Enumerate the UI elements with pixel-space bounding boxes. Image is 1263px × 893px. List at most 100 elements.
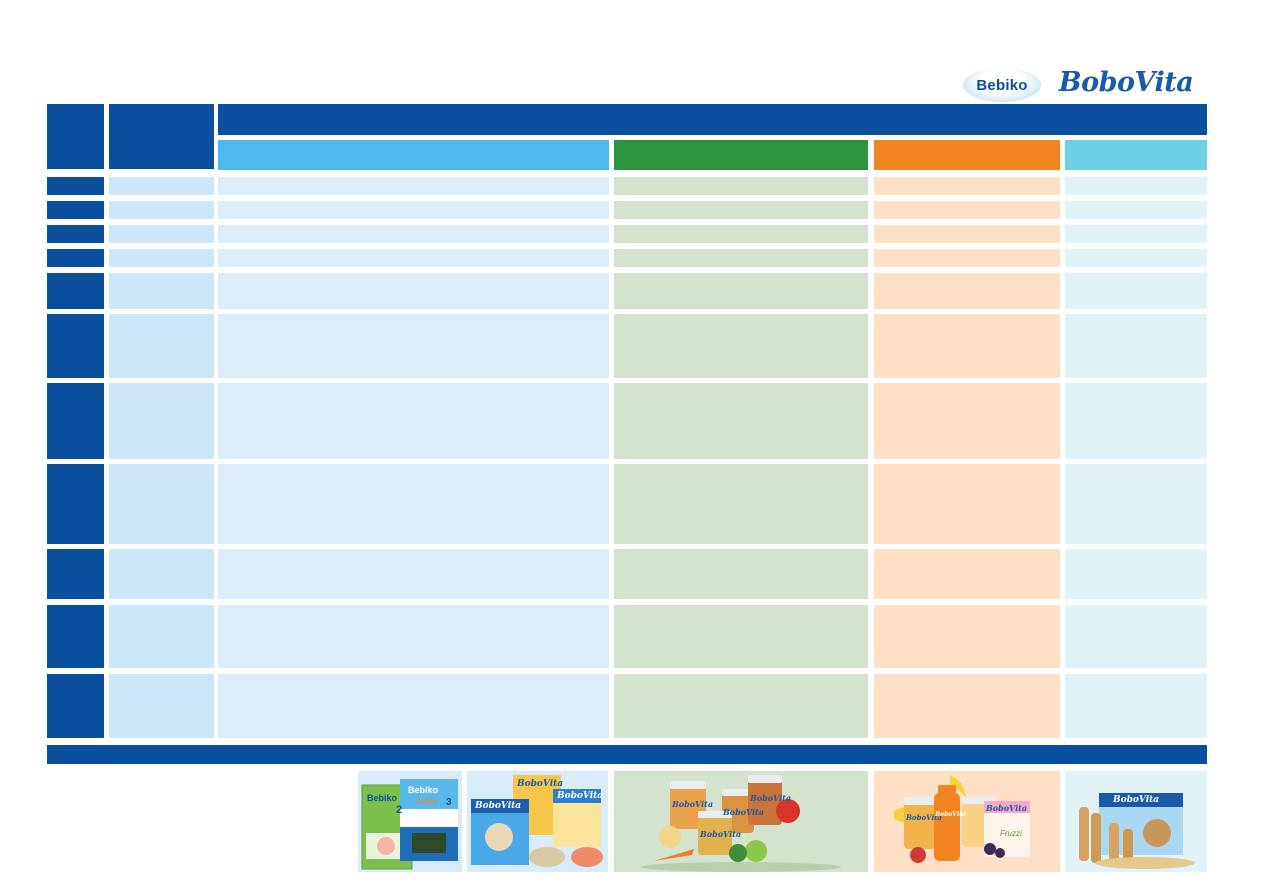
row-snacks-cell <box>1065 605 1207 668</box>
bebiko-logo: Bebiko <box>963 68 1041 102</box>
column-header-snacks <box>1065 140 1207 170</box>
bobovita-juice-brand: BoboVita <box>935 811 966 818</box>
product-tile-bobovita-vegetables: BoboVita BoboVita BoboVita BoboVita <box>614 771 868 872</box>
row-vegetables-cell <box>614 273 868 309</box>
column-header-vegetables <box>614 140 868 170</box>
row-fruits-cell <box>874 249 1060 267</box>
row-vegetables-cell <box>614 249 868 267</box>
row-cereals-cell <box>218 249 609 267</box>
bobovita-jar-3-brand: BoboVita <box>750 793 792 803</box>
row-age-cell <box>47 177 104 195</box>
row-label-cell <box>109 605 214 668</box>
row-fruits-cell <box>874 674 1060 738</box>
header-main-band <box>218 104 1207 135</box>
bebiko-logo-text: Bebiko <box>976 76 1028 94</box>
row-snacks-cell <box>1065 314 1207 378</box>
bobovita-biscuits-image <box>1079 793 1195 869</box>
row-age-cell <box>47 605 104 668</box>
bobovita-fruit-products-image <box>894 775 1030 863</box>
row-cereals-cell <box>218 201 609 219</box>
bobovita-cereal-3-brand: BoboVita <box>557 791 604 801</box>
row-age-cell <box>47 201 104 219</box>
row-label-cell <box>109 249 214 267</box>
bebiko-box-2-brand: Bebiko <box>408 785 439 795</box>
bobovita-jar-1-brand: BoboVita <box>672 799 714 809</box>
row-vegetables-cell <box>614 674 868 738</box>
row-fruits-cell <box>874 549 1060 599</box>
row-snacks-cell <box>1065 273 1207 309</box>
bobovita-jar-2-brand: BoboVita <box>723 807 765 817</box>
row-age-cell <box>47 225 104 243</box>
row-snacks-cell <box>1065 249 1207 267</box>
row-label-cell <box>109 314 214 378</box>
bobovita-drink-box-brand: BoboVita <box>986 803 1028 813</box>
row-fruits-cell <box>874 605 1060 668</box>
row-label-cell <box>109 464 214 544</box>
row-label-cell <box>109 177 214 195</box>
bebiko-box-1-brand: Bebiko <box>367 793 398 803</box>
row-vegetables-cell <box>614 383 868 459</box>
row-vegetables-cell <box>614 201 868 219</box>
row-label-cell <box>109 674 214 738</box>
footer-band <box>47 745 1207 764</box>
row-fruits-cell <box>874 201 1060 219</box>
column-header-fruits <box>874 140 1060 170</box>
bebiko-boxes-image <box>361 779 458 870</box>
row-fruits-cell <box>874 273 1060 309</box>
row-label-cell <box>109 225 214 243</box>
row-cereals-cell <box>218 674 609 738</box>
row-snacks-cell <box>1065 464 1207 544</box>
row-vegetables-cell <box>614 314 868 378</box>
row-vegetables-cell <box>614 549 868 599</box>
row-fruits-cell <box>874 177 1060 195</box>
row-age-cell <box>47 549 104 599</box>
product-tile-bobovita-biscuits: BoboVita <box>1065 771 1207 872</box>
row-label-cell <box>109 273 214 309</box>
row-vegetables-cell <box>614 605 868 668</box>
product-tile-bobovita-cereals: BoboVita BoboVita BoboVita <box>467 771 608 872</box>
row-fruits-cell <box>874 225 1060 243</box>
header-corner-cell <box>47 104 104 169</box>
bebiko-box-2-sub: Junior <box>416 797 438 806</box>
row-snacks-cell <box>1065 177 1207 195</box>
bobovita-drink-box-sub: Fruzzi <box>1000 829 1022 838</box>
row-cereals-cell <box>218 464 609 544</box>
row-label-cell <box>109 549 214 599</box>
bobovita-biscuits-brand: BoboVita <box>1113 795 1160 805</box>
product-tile-bebiko-formula: Bebiko 2 Bebiko Junior 3 <box>358 771 462 872</box>
row-age-cell <box>47 249 104 267</box>
row-label-cell <box>109 383 214 459</box>
row-cereals-cell <box>218 383 609 459</box>
row-cereals-cell <box>218 314 609 378</box>
row-fruits-cell <box>874 464 1060 544</box>
row-vegetables-cell <box>614 177 868 195</box>
row-cereals-cell <box>218 177 609 195</box>
row-age-cell <box>47 314 104 378</box>
bobovita-cereal-1-brand: BoboVita <box>475 801 522 811</box>
bobovita-logo: BoboVita <box>1057 62 1195 102</box>
row-age-cell <box>47 464 104 544</box>
row-vegetables-cell <box>614 225 868 243</box>
product-tile-bobovita-fruits: BoboVita BoboVita BoboVita Fruzzi <box>874 771 1060 872</box>
row-snacks-cell <box>1065 225 1207 243</box>
row-age-cell <box>47 273 104 309</box>
row-fruits-cell <box>874 383 1060 459</box>
row-snacks-cell <box>1065 674 1207 738</box>
row-cereals-cell <box>218 605 609 668</box>
header-second-cell <box>109 104 214 169</box>
row-snacks-cell <box>1065 549 1207 599</box>
bobovita-cereals-image <box>471 775 603 867</box>
row-cereals-cell <box>218 549 609 599</box>
row-fruits-cell <box>874 314 1060 378</box>
bobovita-jar-4-brand: BoboVita <box>700 829 742 839</box>
row-cereals-cell <box>218 225 609 243</box>
row-snacks-cell <box>1065 201 1207 219</box>
row-vegetables-cell <box>614 464 868 544</box>
bebiko-box-2-number: 3 <box>446 797 452 808</box>
bobovita-logo-text: BoboVita <box>1058 66 1194 98</box>
row-cereals-cell <box>218 273 609 309</box>
column-header-cereals <box>218 140 609 170</box>
row-age-cell <box>47 383 104 459</box>
bebiko-box-1-number: 2 <box>396 804 403 816</box>
bobovita-cereal-2-brand: BoboVita <box>517 779 564 789</box>
